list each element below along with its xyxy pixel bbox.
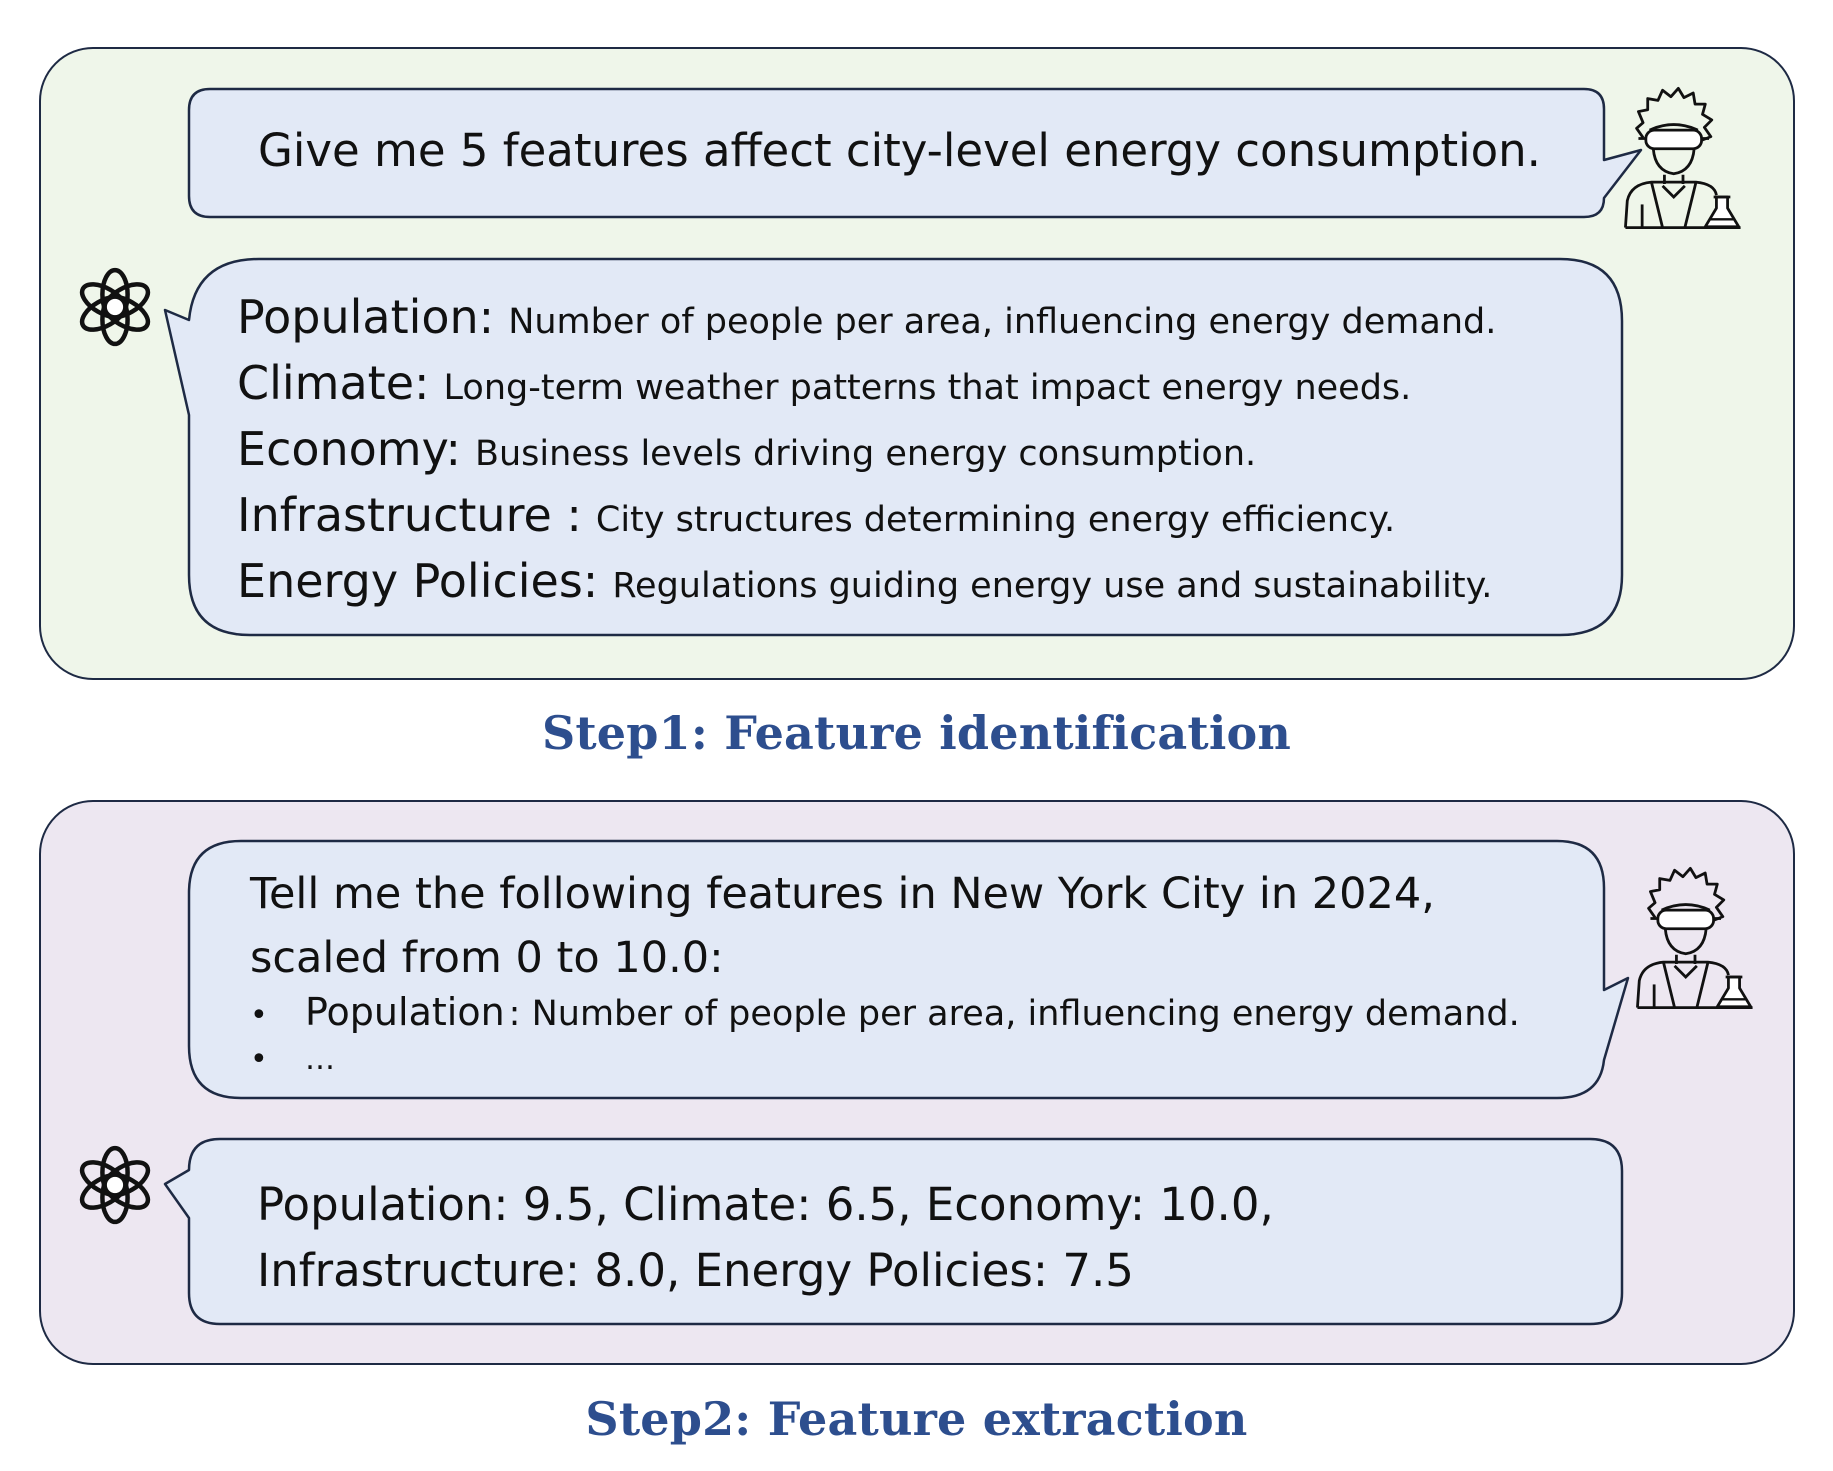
step1-title: Step1: Feature identification bbox=[541, 706, 1292, 760]
bullet-item: • Population : Number of people per area… bbox=[250, 990, 1520, 1042]
feature-name: Population: bbox=[237, 290, 495, 344]
user-bubble-step1 bbox=[187, 87, 1643, 219]
step2-title: Step2: Feature extraction bbox=[585, 1392, 1248, 1446]
feature-description: City structures determining energy effic… bbox=[595, 500, 1396, 540]
feature-description: Long-term weather patterns that impact e… bbox=[443, 368, 1412, 408]
bullet-item: • … bbox=[250, 1042, 1520, 1094]
bullet-feature-description: : Number of people per area, influencing… bbox=[508, 994, 1520, 1034]
user-prompt-line: scaled from 0 to 10.0: bbox=[250, 933, 724, 983]
user-prompt-step1: Give me 5 features affect city-level ene… bbox=[258, 124, 1541, 177]
feature-name: Climate: bbox=[237, 356, 430, 410]
feature-row: Economy: Business levels driving energy … bbox=[237, 422, 1496, 488]
features-list: Population: Number of people per area, i… bbox=[237, 290, 1496, 620]
assistant-bubble-step1 bbox=[163, 257, 1624, 637]
bullet-marker: • bbox=[250, 998, 268, 1033]
feature-name: Infrastructure : bbox=[237, 488, 582, 542]
feature-row: Energy Policies: Regulations guiding ene… bbox=[237, 554, 1496, 620]
assistant-answer-step2: Population: 9.5, Climate: 6.5, Economy: … bbox=[257, 1172, 1274, 1304]
bullet-ellipsis: … bbox=[305, 1042, 335, 1077]
feature-row: Population: Number of people per area, i… bbox=[237, 290, 1496, 356]
user-prompt-step2: Tell me the following features in New Yo… bbox=[250, 862, 1435, 990]
feature-description: Number of people per area, influencing e… bbox=[508, 302, 1497, 342]
feature-row: Climate: Long-term weather patterns that… bbox=[237, 356, 1496, 422]
feature-description: Regulations guiding energy use and susta… bbox=[612, 566, 1493, 606]
bullet-feature-name: Population bbox=[305, 990, 505, 1034]
feature-name: Energy Policies: bbox=[237, 554, 599, 608]
answer-line: Population: 9.5, Climate: 6.5, Economy: … bbox=[257, 1178, 1274, 1231]
user-prompt-line: Tell me the following features in New Yo… bbox=[250, 869, 1435, 919]
bullet-marker: • bbox=[250, 1042, 268, 1077]
feature-name: Economy: bbox=[237, 422, 461, 476]
openai-logo-icon bbox=[70, 1140, 160, 1230]
feature-row: Infrastructure : City structures determi… bbox=[237, 488, 1496, 554]
answer-line: Infrastructure: 8.0, Energy Policies: 7.… bbox=[257, 1244, 1134, 1297]
feature-description: Business levels driving energy consumpti… bbox=[474, 434, 1257, 474]
feature-bullet-list: • Population : Number of people per area… bbox=[250, 990, 1520, 1094]
